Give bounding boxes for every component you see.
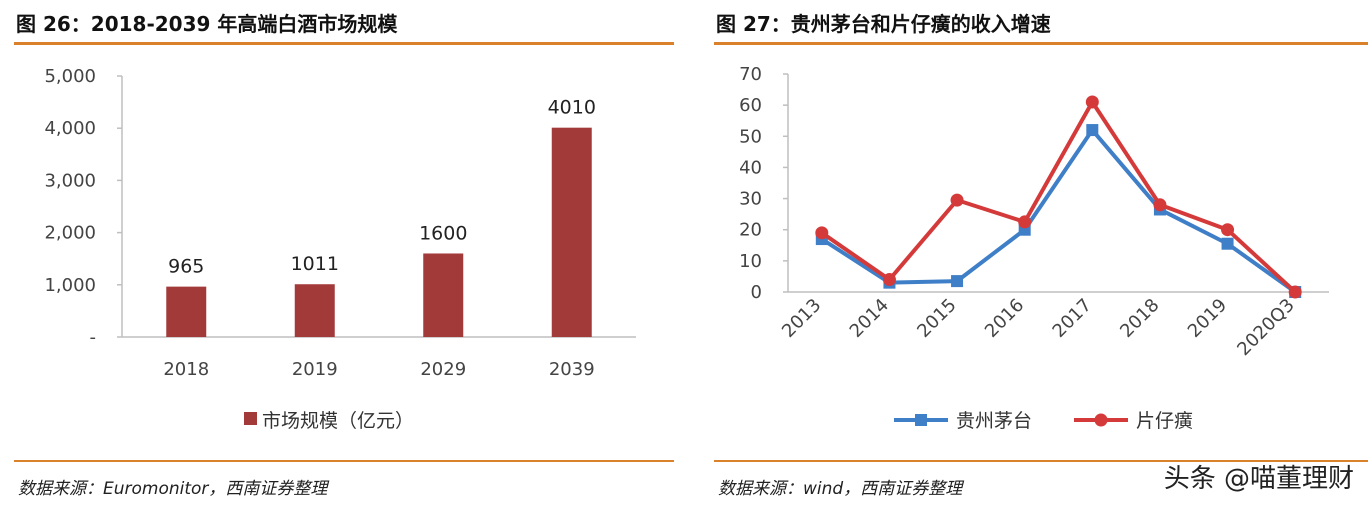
data-point bbox=[1018, 215, 1032, 229]
bar bbox=[551, 127, 592, 337]
right-footer-divider bbox=[714, 460, 1368, 462]
y-tick-label: 50 bbox=[739, 126, 762, 147]
y-tick-label: 5,000 bbox=[44, 66, 96, 87]
left-panel: 图 26：2018-2039 年高端白酒市场规模 - 1,000 2,000 3,00… bbox=[14, 12, 674, 499]
data-label: 965 bbox=[168, 256, 204, 278]
right-panel: 图 27：贵州茅台和片仔癀的收入增速 0 10 20 30 40 50 60 70 2013 20… bbox=[684, 0, 1368, 512]
x-tick-label: 2019 bbox=[292, 359, 338, 380]
y-tick-label: - bbox=[90, 327, 97, 348]
right-title-divider bbox=[714, 42, 1368, 45]
legend-marker bbox=[915, 414, 927, 426]
y-tick-label: 70 bbox=[739, 64, 762, 85]
data-point bbox=[882, 273, 896, 287]
legend-marker bbox=[1094, 413, 1108, 427]
legend-swatch bbox=[244, 412, 257, 425]
left-chart-title: 图 26：2018-2039 年高端白酒市场规模 bbox=[16, 12, 398, 36]
data-label: 1600 bbox=[419, 222, 467, 244]
y-tick-label: 10 bbox=[739, 251, 762, 272]
x-tick-label: 2014 bbox=[846, 295, 893, 342]
x-tick-label: 2015 bbox=[913, 295, 960, 342]
data-point bbox=[1288, 285, 1302, 299]
x-tick-label: 2039 bbox=[549, 359, 595, 380]
y-tick-label: 4,000 bbox=[44, 118, 96, 139]
data-point bbox=[1153, 198, 1167, 212]
watermark: 头条 @喵董理财 bbox=[1163, 464, 1354, 494]
left-footer-divider bbox=[14, 460, 674, 462]
left-title-divider bbox=[14, 42, 674, 45]
x-tick-label: 2018 bbox=[1116, 295, 1163, 342]
data-label: 4010 bbox=[548, 97, 596, 119]
data-point bbox=[1086, 124, 1099, 137]
y-tick-label: 1,000 bbox=[44, 275, 96, 296]
series-line bbox=[820, 100, 1297, 294]
right-source-note: 数据来源：wind，西南证券整理 bbox=[718, 479, 963, 499]
x-tick-label: 2019 bbox=[1184, 295, 1231, 342]
data-point bbox=[1221, 223, 1235, 237]
bar bbox=[294, 284, 335, 337]
bar bbox=[166, 286, 207, 337]
x-tick-label: 2029 bbox=[420, 359, 466, 380]
line-chart: 0 10 20 30 40 50 60 70 2013 2014 2015 2016 2017 2018 2… bbox=[739, 64, 1329, 432]
data-point bbox=[950, 193, 964, 207]
bar bbox=[423, 253, 464, 337]
legend-label: 贵州茅台 bbox=[956, 410, 1032, 432]
y-tick-label: 30 bbox=[739, 189, 762, 210]
y-tick-label: 40 bbox=[739, 157, 762, 178]
y-tick-label: 0 bbox=[751, 282, 762, 303]
legend-label: 片仔癀 bbox=[1136, 410, 1193, 432]
x-tick-label: 2016 bbox=[981, 295, 1028, 342]
y-tick-label: 20 bbox=[739, 220, 762, 241]
x-tick-label: 2020Q3 bbox=[1233, 295, 1298, 360]
series-line bbox=[820, 128, 1297, 294]
bar-chart: - 1,000 2,000 3,000 4,000 5,000 965 2018 1011 201… bbox=[44, 66, 636, 432]
x-tick-label: 2018 bbox=[163, 359, 209, 380]
data-point bbox=[815, 226, 829, 240]
x-tick-label: 2013 bbox=[778, 295, 825, 342]
legend-label: 市场规模（亿元） bbox=[262, 410, 414, 432]
data-point bbox=[1085, 95, 1099, 109]
data-point bbox=[1221, 237, 1234, 250]
left-source-note: 数据来源：Euromonitor，西南证券整理 bbox=[18, 479, 328, 499]
data-label: 1011 bbox=[291, 253, 339, 275]
y-tick-label: 60 bbox=[739, 95, 762, 116]
y-tick-label: 2,000 bbox=[44, 223, 96, 244]
right-chart-title: 图 27：贵州茅台和片仔癀的收入增速 bbox=[716, 12, 1051, 36]
x-tick-label: 2017 bbox=[1049, 295, 1096, 342]
data-point bbox=[951, 275, 964, 288]
y-tick-label: 3,000 bbox=[44, 170, 96, 191]
